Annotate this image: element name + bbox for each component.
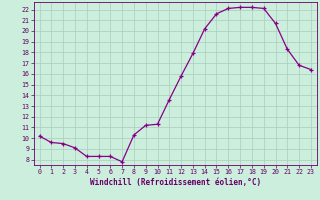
- X-axis label: Windchill (Refroidissement éolien,°C): Windchill (Refroidissement éolien,°C): [90, 178, 261, 187]
